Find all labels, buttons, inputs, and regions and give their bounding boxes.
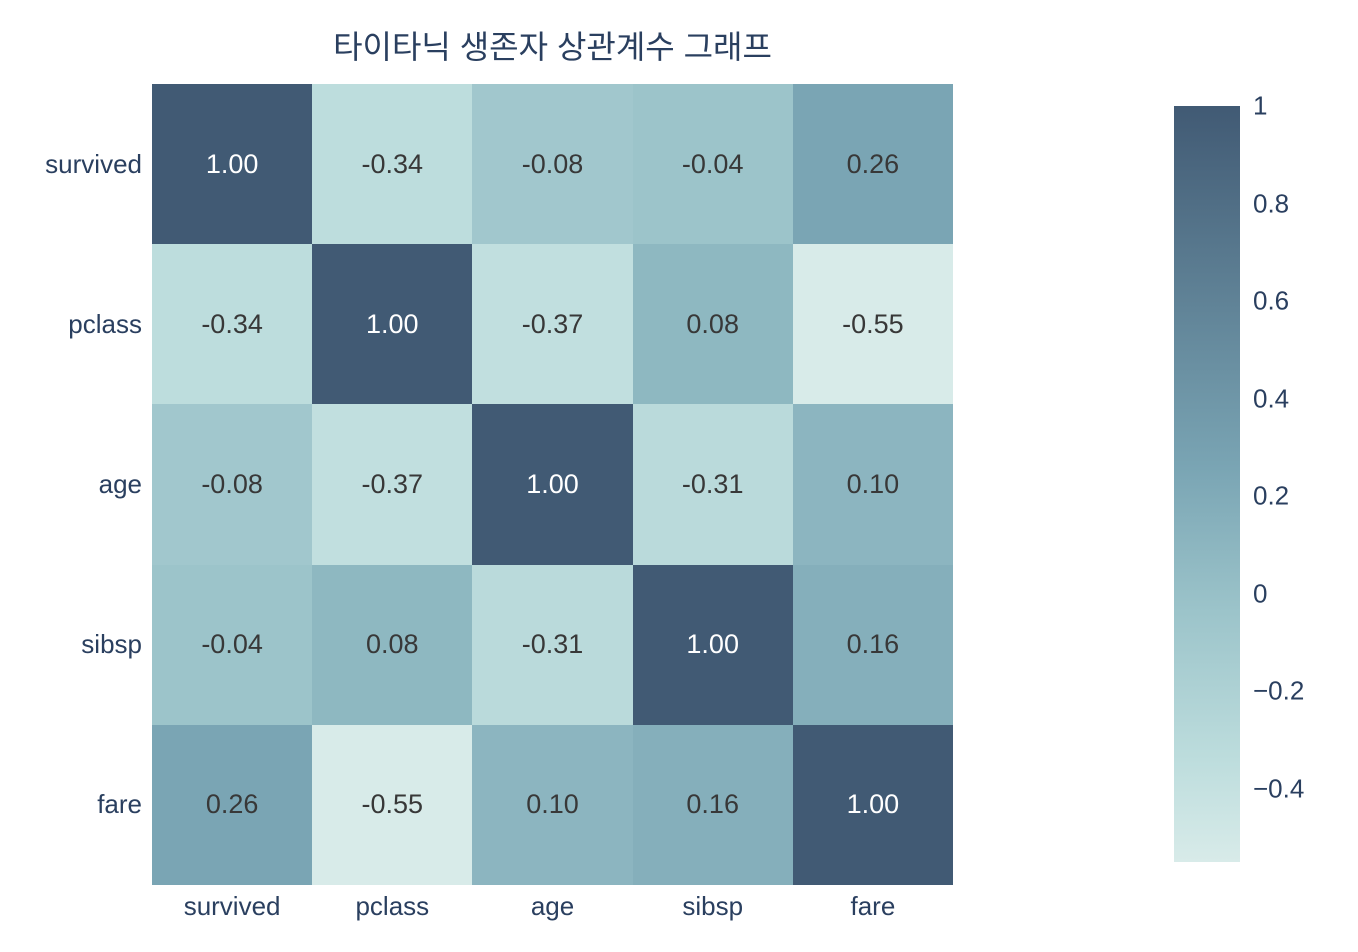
heatmap-cell-survived-survived[interactable]: 1.00 [152, 84, 313, 245]
heatmap-cell-age-survived[interactable]: -0.08 [152, 404, 313, 565]
heatmap-cell-age-pclass[interactable]: -0.37 [312, 404, 473, 565]
y-axis-label-pclass: pclass [68, 308, 142, 339]
x-axis: survived pclass age sibsp fare [152, 891, 953, 922]
heatmap-cell-pclass-survived[interactable]: -0.34 [152, 244, 313, 405]
colorbar-tick-−0.4: −0.4 [1253, 773, 1305, 804]
heatmap-cell-survived-fare[interactable]: 0.26 [792, 84, 953, 245]
x-axis-label-fare: fare [850, 891, 896, 921]
y-axis-label-age: age [98, 469, 142, 499]
x-axis-label-sibsp: sibsp [682, 891, 744, 921]
heatmap-cell-fare-pclass[interactable]: -0.55 [312, 724, 473, 885]
colorbar-axis: 1 0.8 0.6 0.4 0.2 0 −0.2 −0.4 [1174, 91, 1304, 862]
heatmap-cell-fare-age[interactable]: 0.10 [472, 724, 633, 885]
colorbar-tick-1: 1 [1253, 90, 1268, 121]
colorbar-tick-0: 0 [1253, 578, 1268, 609]
heatmap-cell-survived-sibsp[interactable]: -0.04 [632, 84, 793, 245]
heatmap-cell-fare-survived[interactable]: 0.26 [152, 724, 313, 885]
heatmap-cell-survived-pclass[interactable]: -0.34 [312, 84, 473, 245]
chart-title: 타이타닉 생존자 상관계수 그래프 [333, 29, 772, 65]
y-axis-label-sibsp: sibsp [81, 629, 142, 660]
colorbar-gradient [1174, 106, 1240, 862]
heatmap-cell-pclass-fare[interactable]: -0.55 [792, 244, 953, 405]
y-axis: survived pclass age sibsp fare [0, 84, 146, 885]
heatmap-cell-sibsp-survived[interactable]: -0.04 [152, 564, 313, 725]
colorbar-tick-0.8: 0.8 [1253, 188, 1290, 219]
heatmap-cell-sibsp-pclass[interactable]: 0.08 [312, 564, 473, 725]
colorbar-tick-−0.2: −0.2 [1253, 675, 1305, 706]
heatmap-cell-fare-fare[interactable]: 1.00 [792, 724, 953, 885]
y-axis-label-fare: fare [97, 789, 142, 820]
x-axis-label-survived: survived [183, 891, 281, 921]
colorbar-tick-0.4: 0.4 [1253, 383, 1290, 414]
x-axis-label-pclass: pclass [355, 891, 430, 921]
heatmap-cell-survived-age[interactable]: -0.08 [472, 84, 633, 245]
heatmap-cell-sibsp-age[interactable]: -0.31 [472, 564, 633, 725]
y-axis-label-survived: survived [45, 148, 142, 179]
heatmap-cell-pclass-age[interactable]: -0.37 [472, 244, 633, 405]
heatmap-cell-age-fare[interactable]: 0.10 [792, 404, 953, 565]
x-axis-label-age: age [530, 891, 575, 921]
heatmap-cell-sibsp-sibsp[interactable]: 1.00 [632, 564, 793, 725]
colorbar-tick-0.2: 0.2 [1253, 480, 1290, 511]
colorbar-tick-0.6: 0.6 [1253, 285, 1290, 316]
heatmap-cell-age-sibsp[interactable]: -0.31 [632, 404, 793, 565]
heatmap-cell-pclass-pclass[interactable]: 1.00 [312, 244, 473, 405]
heatmap-cell-pclass-sibsp[interactable]: 0.08 [632, 244, 793, 405]
heatmap-cell-fare-sibsp[interactable]: 0.16 [632, 724, 793, 885]
heatmap-cell-sibsp-fare[interactable]: 0.16 [792, 564, 953, 725]
heatmap-cell-age-age[interactable]: 1.00 [472, 404, 633, 565]
heatmap-grid: 1.00 -0.34 -0.08 -0.04 0.26 -0.34 1.00 -0.37 0.0… [152, 84, 953, 885]
